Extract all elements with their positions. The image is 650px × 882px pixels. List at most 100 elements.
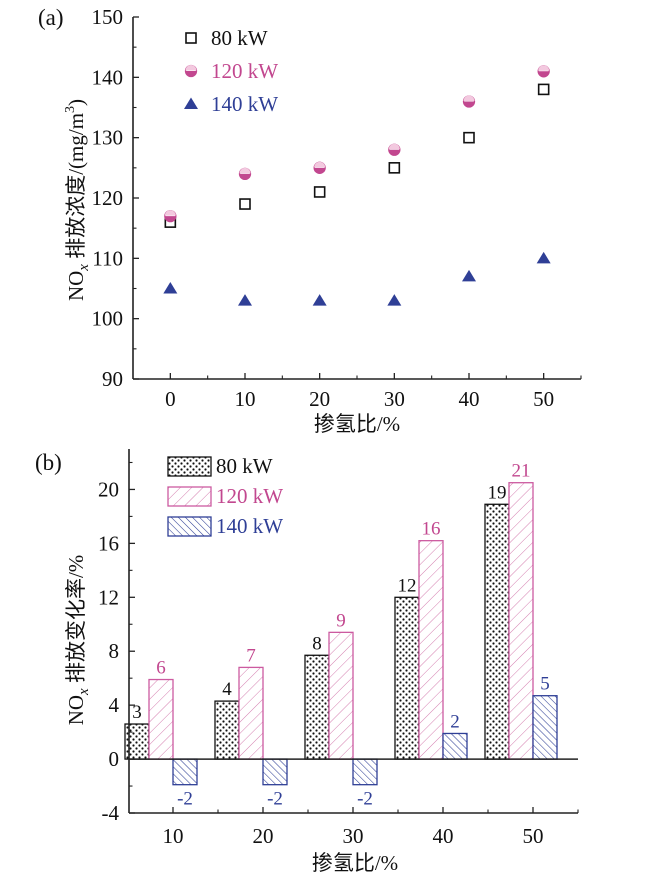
- panel-b-bars: [124, 482, 558, 786]
- marker-circle-top: [388, 143, 400, 150]
- data-point: [313, 186, 326, 198]
- panel-b-ytick-label: -4: [102, 801, 120, 825]
- panel-a-label: (a): [38, 5, 64, 30]
- bar: [442, 732, 468, 760]
- bar-value-label: 9: [336, 610, 346, 631]
- legend-marker-icon: [184, 97, 198, 109]
- marker-circle-fill: [388, 149, 400, 156]
- panel-b-legend-item: 120 kW: [167, 484, 283, 508]
- legend-label: 80 kW: [211, 26, 268, 50]
- panel-a-ylabel: NOx 排放浓度/(mg/m3): [63, 99, 92, 301]
- bar: [238, 666, 264, 760]
- marker-circle-top: [314, 161, 326, 168]
- panel-a-series-1: [164, 65, 550, 223]
- bar-group-10: [124, 678, 198, 786]
- panel-b-ticks: -4 0 4 8 12 16 20 10 20 30 40 50: [98, 461, 579, 848]
- data-point: [388, 143, 401, 156]
- panel-b-xtick-label: 10: [163, 824, 184, 848]
- data-point: [239, 198, 251, 210]
- marker-circle-fill: [239, 173, 251, 180]
- data-point: [238, 167, 252, 181]
- bar-value-label: 8: [312, 633, 322, 654]
- marker-circle-top: [164, 210, 176, 216]
- panel-b-xlabel: 掺氢比/%: [312, 851, 398, 875]
- legend-swatch-icon: [167, 486, 212, 507]
- panel-a-legend-item: 120 kW: [184, 59, 278, 83]
- panel-a-xtick-label: 20: [309, 387, 330, 411]
- bar: [172, 758, 198, 786]
- data-point: [164, 209, 177, 223]
- panel-a-xtick-label: 40: [459, 387, 480, 411]
- bar: [532, 695, 558, 760]
- bar: [418, 540, 444, 760]
- panel-b-ytick-label: 8: [109, 639, 120, 663]
- panel-a-legend: 80 kW 120 kW 140 kW: [184, 26, 278, 116]
- marker-square: [313, 186, 326, 198]
- marker-triangle: [387, 294, 402, 306]
- panel-b-ytick-label: 16: [98, 531, 119, 555]
- panel-a-ytick-label: 100: [92, 307, 124, 331]
- panel-a-ytick-label: 130: [92, 126, 124, 150]
- marker-circle-fill: [314, 167, 326, 174]
- bar-value-label: 6: [156, 658, 166, 679]
- panel-a-xlabel: 掺氢比/%: [314, 412, 400, 436]
- bar-value-label: -2: [357, 789, 373, 810]
- data-point: [312, 294, 327, 306]
- data-point: [463, 131, 475, 144]
- bar: [508, 482, 534, 760]
- marker-square: [239, 198, 251, 210]
- bar: [214, 700, 240, 760]
- bar-value-label: 2: [450, 711, 460, 732]
- bar-value-label: 3: [132, 702, 142, 723]
- marker-square: [537, 83, 550, 96]
- panel-b-legend-item: 140 kW: [167, 514, 283, 538]
- panel-b-label: (b): [35, 450, 62, 475]
- bar-value-label: -2: [177, 789, 193, 810]
- panel-b-legend-item: 80 kW: [167, 454, 273, 478]
- panel-b-ytick-label: 4: [109, 693, 120, 717]
- bar: [304, 654, 330, 760]
- legend-marker-icon: [185, 32, 197, 44]
- panel-b-ytick-label: 12: [98, 585, 119, 609]
- bar-value-label: 12: [398, 575, 417, 596]
- panel-a-ytick-label: 140: [92, 65, 124, 89]
- legend-label: 140 kW: [216, 514, 283, 538]
- panel-a-xtick-label: 10: [235, 387, 256, 411]
- panel-a-ytick-label: 120: [92, 186, 124, 210]
- legend-label: 120 kW: [216, 484, 283, 508]
- bar-value-label: 21: [512, 461, 531, 482]
- marker-circle-top: [463, 95, 475, 101]
- panel-a-xtick-label: 50: [533, 387, 554, 411]
- panel-a-xtick-label: 30: [384, 387, 405, 411]
- panel-a-ytick-label: 150: [92, 5, 124, 29]
- marker-circle-top: [239, 167, 251, 174]
- panel-b-ylabel: NOx 排放变化率/%: [64, 555, 92, 726]
- legend-swatch-icon: [167, 516, 212, 537]
- bar-value-label: -2: [267, 789, 283, 810]
- panel-a-points: [163, 65, 551, 306]
- panel-a-legend-item: 140 kW: [184, 92, 278, 116]
- marker-triangle: [163, 282, 178, 294]
- marker-circle-fill: [463, 101, 475, 107]
- panel-a-legend-item: 80 kW: [185, 26, 268, 50]
- bar-value-label: 16: [422, 519, 441, 540]
- marker-triangle: [184, 97, 198, 109]
- marker-circle-top: [185, 65, 197, 71]
- bar: [262, 758, 288, 786]
- legend-swatch-icon: [167, 456, 212, 477]
- marker-triangle: [312, 294, 327, 306]
- marker-triangle: [462, 269, 476, 282]
- bar: [484, 503, 510, 760]
- marker-triangle: [536, 251, 551, 264]
- bar: [394, 596, 420, 760]
- panel-b-legend: 80 kW 120 kW 140 kW: [167, 454, 283, 538]
- panel-b-ytick-label: 0: [109, 747, 120, 771]
- marker-circle-fill: [164, 216, 176, 222]
- legend-label: 120 kW: [211, 59, 278, 83]
- bar-value-label: 19: [488, 482, 507, 503]
- data-point: [387, 294, 402, 306]
- bar-group-20: [214, 666, 288, 786]
